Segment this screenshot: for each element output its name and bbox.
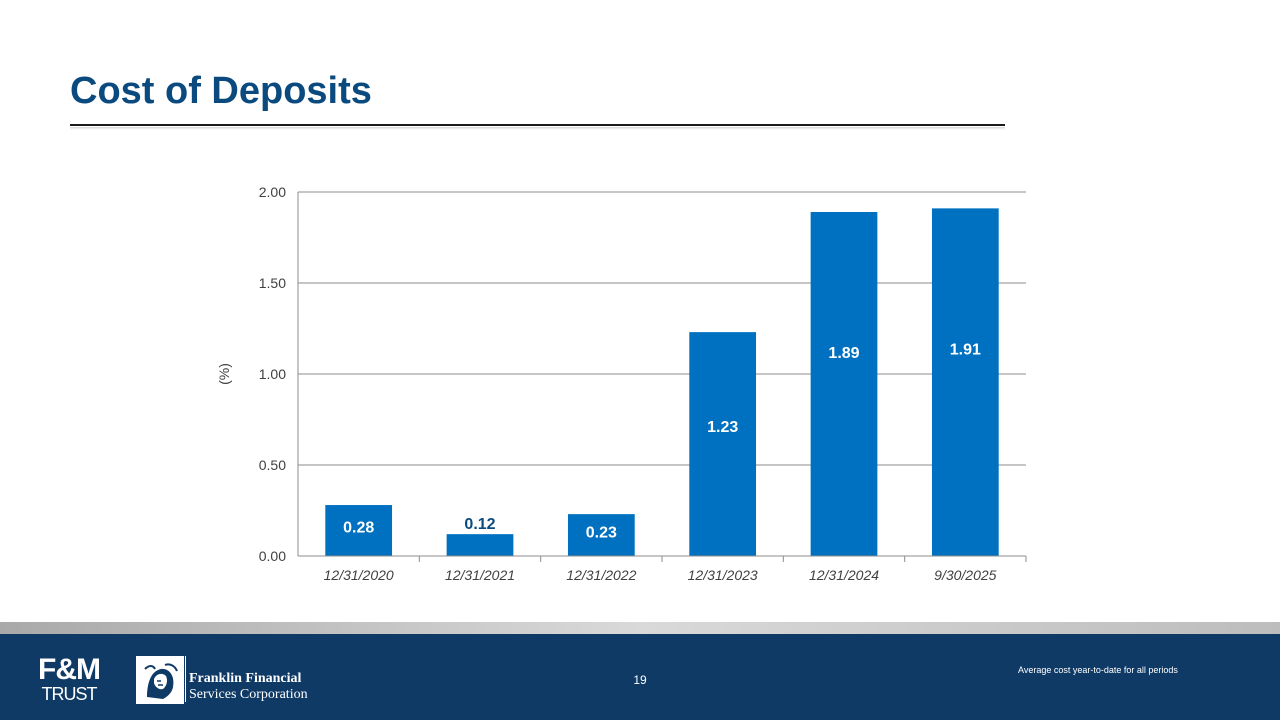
x-tick-label: 12/31/2022	[566, 567, 636, 583]
fm-logo-subtext: TRUST	[41, 684, 98, 704]
fm-trust-logo: F&M TRUST	[28, 653, 110, 705]
x-tick-label: 12/31/2020	[324, 567, 394, 583]
page-number: 19	[633, 673, 647, 687]
slide-title: Cost of Deposits	[70, 70, 372, 112]
fm-logo-text: F&M	[38, 653, 101, 686]
x-tick-label: 12/31/2021	[445, 567, 515, 583]
y-tick-label: 2.00	[259, 184, 286, 200]
franklin-financial-name-line2: Services Corporation	[189, 687, 308, 702]
franklin-financial-name-line1: Franklin Financial	[189, 671, 302, 686]
logo-divider	[185, 656, 186, 702]
bar-data-label: 0.12	[464, 516, 495, 533]
y-axis-title: (%)	[216, 363, 232, 385]
bar-12-31-2022	[567, 514, 635, 556]
bar-12-31-2021	[446, 534, 514, 556]
bar-data-label: 0.28	[343, 519, 374, 536]
cost-of-deposits-chart: 0.00 0.50 1.00 1.50 2.00 (%) 12/31/2020 0.28 12/…	[216, 184, 1027, 583]
bar-9-30-2025	[931, 208, 999, 556]
franklin-financial-logo: Franklin Financial Services Corporation	[136, 656, 308, 704]
title-divider	[70, 124, 1005, 126]
y-tick-label: 0.50	[259, 457, 286, 473]
x-tick-label: 12/31/2024	[809, 567, 879, 583]
bar-12-31-2023	[689, 332, 757, 556]
bar-data-label: 1.89	[828, 345, 859, 362]
bar-data-label: 1.23	[707, 419, 738, 436]
title-divider-shadow	[70, 127, 1005, 130]
y-tick-label: 1.50	[259, 275, 286, 291]
x-tick-label: 9/30/2025	[934, 567, 996, 583]
bar-data-label: 1.91	[950, 341, 981, 358]
footnote: Average cost year-to-date for all period…	[1018, 665, 1178, 675]
y-tick-label: 1.00	[259, 366, 286, 382]
footer-accent-band	[0, 622, 1280, 634]
y-tick-label: 0.00	[259, 548, 286, 564]
bar-data-label: 0.23	[586, 525, 617, 542]
bar-12-31-2020	[325, 505, 393, 556]
footer-bar	[0, 634, 1280, 720]
x-tick-label: 12/31/2023	[688, 567, 758, 583]
bar-12-31-2024	[810, 212, 878, 556]
franklin-portrait-icon	[136, 656, 184, 704]
franklin-financial-name: Franklin Financial Services Corporation	[189, 671, 308, 703]
